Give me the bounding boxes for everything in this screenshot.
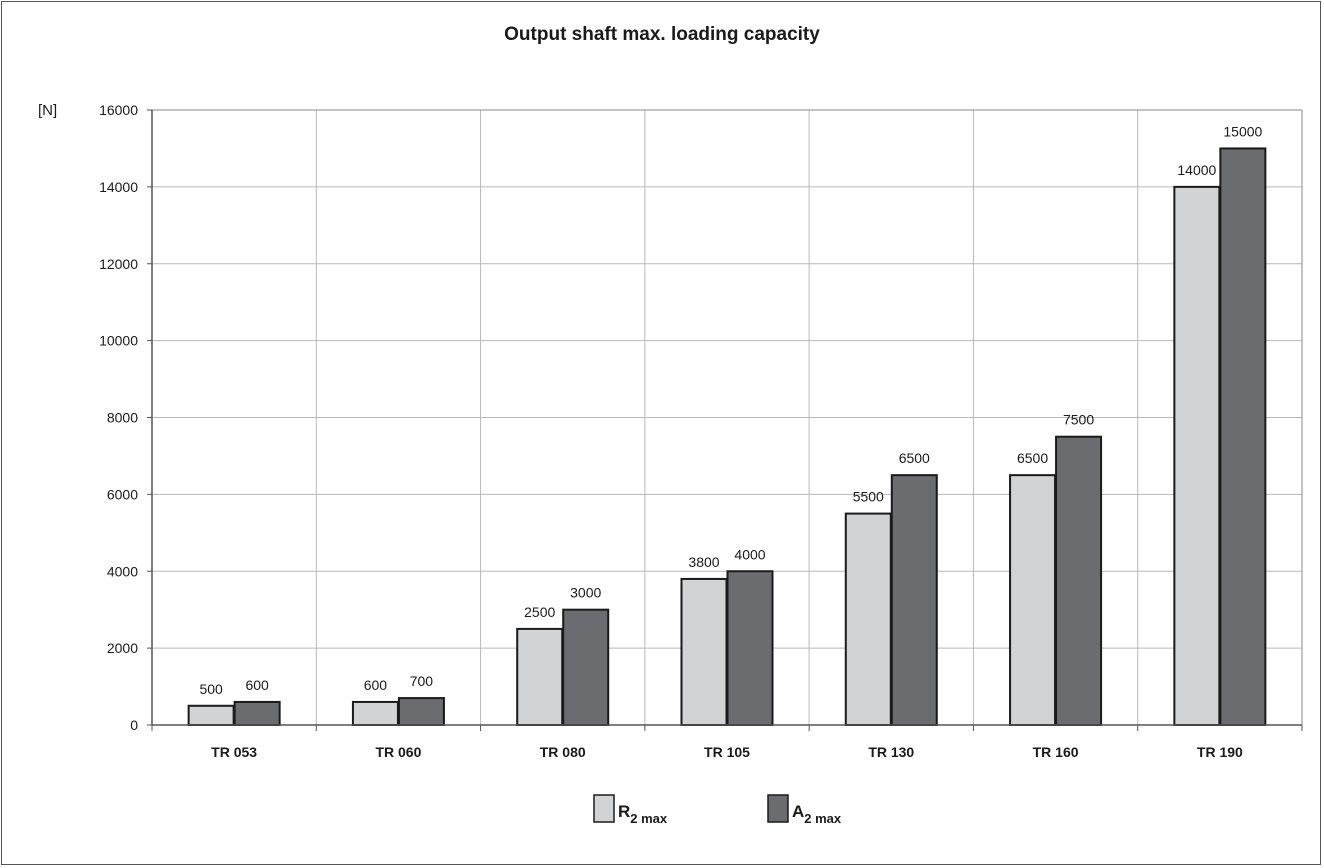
legend: R2 max A2 max bbox=[593, 794, 842, 826]
bar bbox=[1219, 147, 1267, 726]
data-label: 7500 bbox=[1063, 412, 1094, 428]
data-label: 4000 bbox=[734, 546, 765, 562]
bar bbox=[726, 570, 774, 726]
data-label: 600 bbox=[364, 677, 388, 693]
x-tick-label: TR 160 bbox=[1033, 744, 1079, 760]
y-tick-label: 4000 bbox=[107, 563, 138, 579]
data-label: 3800 bbox=[688, 554, 719, 570]
x-tick-label: TR 130 bbox=[868, 744, 914, 760]
data-label: 6500 bbox=[1017, 450, 1048, 466]
y-tick-label: 0 bbox=[130, 717, 138, 733]
bar bbox=[1055, 435, 1103, 726]
x-tick-label: TR 105 bbox=[704, 744, 750, 760]
y-axis-ticks: 0 2000 4000 6000 8000 10000 12000 14000 16000 bbox=[99, 102, 138, 733]
x-tick-label: TR 190 bbox=[1197, 744, 1243, 760]
legend-swatch bbox=[593, 794, 615, 823]
chart-title: Output shaft max. loading capacity bbox=[504, 24, 820, 45]
bars bbox=[187, 147, 1267, 726]
bar bbox=[680, 577, 728, 726]
data-label: 700 bbox=[410, 673, 434, 689]
y-tick-label: 14000 bbox=[99, 179, 138, 195]
x-axis-ticks: TR 053 TR 060 TR 080 TR 105 TR 130 TR 160 TR 1… bbox=[211, 744, 1243, 760]
y-tick-label: 8000 bbox=[107, 410, 138, 426]
data-label: 3000 bbox=[570, 585, 601, 601]
legend-swatch bbox=[767, 794, 789, 823]
bar bbox=[233, 700, 281, 726]
data-label: 2500 bbox=[524, 604, 555, 620]
data-label: 5500 bbox=[853, 489, 884, 505]
y-tick-label: 16000 bbox=[99, 102, 138, 118]
bar bbox=[351, 700, 399, 726]
bar bbox=[562, 608, 610, 726]
x-tick-label: TR 060 bbox=[375, 744, 421, 760]
bar bbox=[844, 512, 892, 726]
bar bbox=[1009, 474, 1057, 726]
data-label: 6500 bbox=[899, 450, 930, 466]
bar bbox=[1173, 185, 1221, 726]
data-labels: 500 600 600 700 2500 3000 3800 4000 5500 6500 6500… bbox=[199, 123, 1262, 696]
x-tick-label: TR 080 bbox=[540, 744, 586, 760]
bar bbox=[397, 697, 445, 726]
y-tick-label: 10000 bbox=[99, 333, 138, 349]
bar bbox=[890, 474, 938, 726]
y-axis-unit-label: [N] bbox=[38, 102, 57, 119]
y-tick-label: 12000 bbox=[99, 256, 138, 272]
x-tick-label: TR 053 bbox=[211, 744, 257, 760]
axes bbox=[147, 109, 1303, 731]
data-label: 600 bbox=[245, 677, 269, 693]
bar bbox=[516, 627, 564, 726]
y-tick-label: 6000 bbox=[107, 486, 138, 502]
data-label: 15000 bbox=[1223, 123, 1262, 139]
data-label: 500 bbox=[199, 681, 223, 697]
legend-label: A2 max bbox=[792, 802, 842, 826]
y-tick-label: 2000 bbox=[107, 640, 138, 656]
gridlines bbox=[152, 109, 1302, 725]
data-label: 14000 bbox=[1177, 162, 1216, 178]
bar bbox=[187, 704, 235, 726]
legend-label: R2 max bbox=[618, 802, 668, 826]
